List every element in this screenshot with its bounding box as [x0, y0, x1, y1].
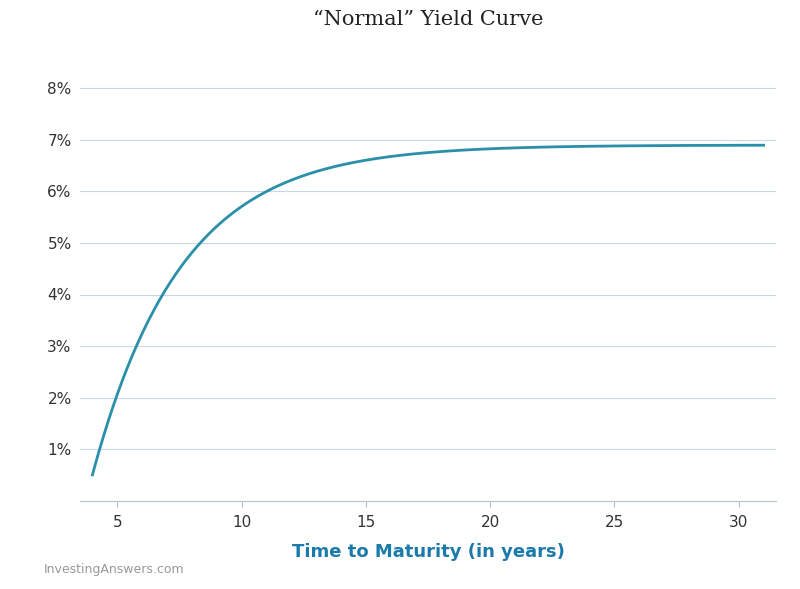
X-axis label: Time to Maturity (in years): Time to Maturity (in years)	[291, 544, 565, 561]
Title: “Normal” Yield Curve: “Normal” Yield Curve	[313, 10, 543, 29]
Text: InvestingAnswers.com: InvestingAnswers.com	[44, 563, 185, 576]
